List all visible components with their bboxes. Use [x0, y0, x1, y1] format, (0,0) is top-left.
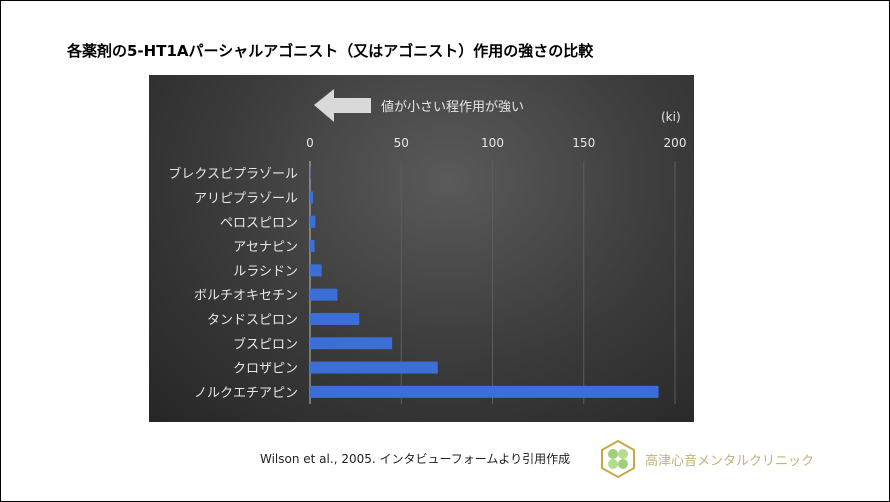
bar: [310, 361, 438, 374]
unit-label: (ki): [661, 110, 681, 124]
annotation-text: 値が小さい程作用が強い: [381, 99, 524, 115]
tick-label: 0: [306, 136, 314, 150]
chart-panel: 値が小さい程作用が強い (ki) 0 50 100 150 200 ブレクスピプラゾール…: [149, 75, 694, 422]
bar: [310, 264, 322, 277]
category-label: ボルチオキセチン: [194, 289, 298, 304]
category-label: クロザピン: [233, 362, 298, 377]
bar-chart: 値が小さい程作用が強い (ki) 0 50 100 150 200 ブレクスピプラゾール…: [168, 89, 687, 404]
category-label: ブスピロン: [233, 336, 298, 352]
tick-label: 50: [394, 136, 409, 150]
bar: [310, 215, 316, 228]
bar: [310, 288, 338, 301]
category-label: アセナピン: [233, 240, 298, 255]
clinic-name: 高津心音メンタルクリニック: [645, 454, 815, 469]
bar: [310, 385, 659, 398]
tick-label: 100: [481, 136, 504, 150]
clover-hexagon-logo: [601, 440, 635, 478]
tick-label: 200: [664, 136, 687, 150]
bar: [310, 240, 315, 253]
category-label: ルラシドン: [233, 264, 298, 279]
bar: [310, 191, 314, 204]
category-label: アリピプラゾール: [194, 191, 298, 206]
tick-label: 150: [572, 136, 595, 150]
category-label: ノルクエチアピン: [194, 386, 298, 401]
category-label: タンドスピロン: [207, 313, 298, 328]
bar: [310, 337, 393, 350]
slide-title: 各薬剤の5-HT1Aパーシャルアゴニスト（又はアゴニスト）作用の強さの比較: [67, 42, 594, 60]
bar: [310, 312, 360, 325]
citation: Wilson et al., 2005. インタビューフォームより引用作成: [260, 452, 571, 466]
category-label: ブレクスピプラゾール: [168, 166, 298, 182]
category-label: ペロスピロン: [220, 216, 298, 231]
annotation-arrow-icon: [314, 89, 371, 122]
